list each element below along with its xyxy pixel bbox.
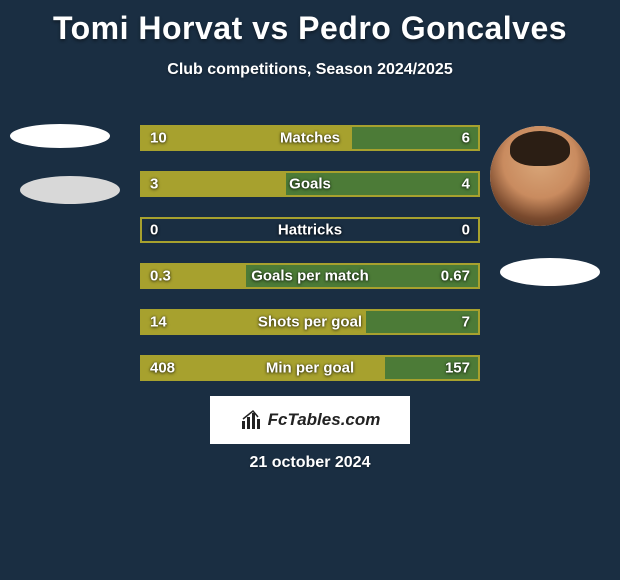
bar-label: Hattricks: [142, 222, 478, 239]
bar-value-left: 10: [150, 130, 167, 147]
bar-row: Min per goal408 157: [140, 355, 480, 381]
bar-value-left: 408: [150, 360, 175, 377]
bar-row: Goals per match0.3 0.67: [140, 263, 480, 289]
page-title: Tomi Horvat vs Pedro Goncalves: [0, 0, 620, 47]
bar-label: Shots per goal: [142, 314, 478, 331]
bar-label: Matches: [142, 130, 478, 147]
bar-value-right: 157: [445, 360, 470, 377]
bar-value-left: 0: [150, 222, 158, 239]
avatar-left-oval-bottom: [20, 176, 120, 204]
avatar-left-oval-top: [10, 124, 110, 148]
bar-row: Shots per goal14 7: [140, 309, 480, 335]
bar-value-right: 6: [462, 130, 470, 147]
branding-badge: FcTables.com: [210, 396, 410, 444]
comparison-bars: Matches10 6 Goals3 4 Hattricks0 0 Goals per ma…: [140, 125, 480, 401]
bar-value-right: 7: [462, 314, 470, 331]
bar-value-right: 4: [462, 176, 470, 193]
bar-row: Hattricks0 0: [140, 217, 480, 243]
branding-chart-icon: [240, 409, 262, 431]
bar-value-left: 14: [150, 314, 167, 331]
avatar-right-face: [490, 126, 590, 226]
bar-value-right: 0.67: [441, 268, 470, 285]
bar-label: Goals per match: [142, 268, 478, 285]
bar-value-left: 0.3: [150, 268, 171, 285]
bar-row: Matches10 6: [140, 125, 480, 151]
bar-row: Goals3 4: [140, 171, 480, 197]
date-label: 21 october 2024: [0, 454, 620, 472]
bar-label: Min per goal: [142, 360, 478, 377]
bar-value-right: 0: [462, 222, 470, 239]
bar-value-left: 3: [150, 176, 158, 193]
bar-label: Goals: [142, 176, 478, 193]
avatar-right-oval: [500, 258, 600, 286]
branding-text: FcTables.com: [268, 410, 381, 430]
avatar-right: [490, 126, 590, 226]
page-subtitle: Club competitions, Season 2024/2025: [0, 61, 620, 79]
